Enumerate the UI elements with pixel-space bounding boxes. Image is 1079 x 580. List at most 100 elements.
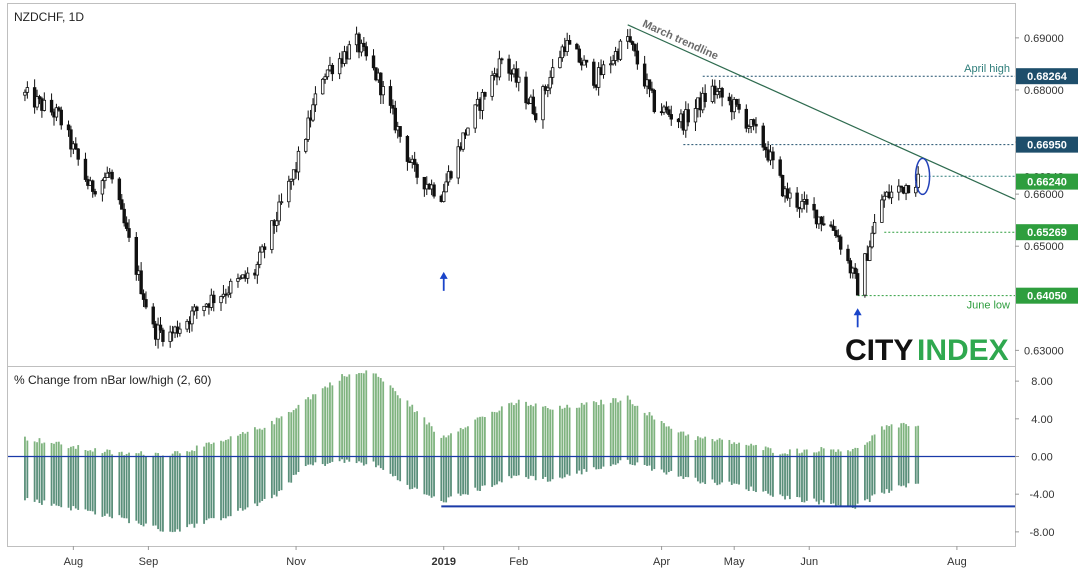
candle-body <box>449 171 453 179</box>
indicator-bar-negative <box>900 456 903 487</box>
candle-body <box>144 299 148 308</box>
indicator-bar-negative <box>745 456 748 490</box>
indicator-bar-positive <box>91 451 94 457</box>
indicator-bar-positive <box>694 440 697 457</box>
indicator-bar-negative <box>677 456 680 477</box>
indicator-bar-positive <box>851 448 854 457</box>
indicator-bar-positive <box>224 439 227 457</box>
indicator-bar-negative <box>890 456 893 491</box>
indicator-bar-negative <box>394 456 397 476</box>
indicator-bar-negative <box>389 456 392 474</box>
indicator-bar-positive <box>864 444 866 457</box>
indicator-bar-positive <box>408 406 411 457</box>
candle-body <box>829 224 833 227</box>
indicator-bar-negative <box>270 456 273 499</box>
indicator-bar-negative <box>718 456 721 485</box>
candle-body <box>279 201 284 204</box>
indicator-bar-negative <box>578 456 581 471</box>
candle-body <box>432 184 436 197</box>
indicator-bar-positive <box>237 435 239 457</box>
indicator-bar-negative <box>258 456 261 503</box>
candle-body <box>853 267 857 274</box>
indicator-bar-negative <box>462 456 464 495</box>
indicator-bar-negative <box>241 456 244 511</box>
indicator-bar-positive <box>365 370 368 457</box>
indicator-bar-positive <box>338 380 341 457</box>
level-tag-box <box>1016 287 1078 304</box>
indicator-bar-negative <box>738 456 740 485</box>
indicator-bar-positive <box>854 447 857 457</box>
indicator-bar-negative <box>372 456 375 462</box>
indicator-bar-positive <box>779 454 782 457</box>
indicator-bar-positive <box>462 429 464 457</box>
indicator-bar-positive <box>195 445 198 457</box>
candle-body <box>229 280 233 294</box>
date-tick-label: May <box>724 556 745 568</box>
indicator-bar-positive <box>653 419 656 457</box>
indicator-bar-positive <box>617 402 619 457</box>
indicator-bar-negative <box>769 456 772 496</box>
indicator-bar-negative <box>222 456 225 519</box>
candle-body <box>497 58 502 78</box>
indicator-bar-negative <box>820 456 823 501</box>
indicator-bar-positive <box>84 449 87 457</box>
indicator-bar-positive <box>53 443 55 457</box>
indicator-bar-negative <box>348 456 351 462</box>
indicator-bar-negative <box>108 456 111 517</box>
candle-body <box>456 146 460 179</box>
candle-body <box>812 203 816 211</box>
candle-body <box>120 199 124 210</box>
indicator-bar-positive <box>77 445 80 457</box>
indicator-bar-positive <box>718 438 721 457</box>
candle-body <box>609 63 613 66</box>
level-tag-box <box>1016 68 1078 85</box>
indicator-bar-positive <box>866 442 869 457</box>
candle-body <box>23 91 27 96</box>
indicator-bar-negative <box>680 456 682 477</box>
indicator-bar-positive <box>256 429 259 457</box>
indicator-bar-positive <box>815 452 818 457</box>
candle-body <box>763 146 768 151</box>
candle-body <box>238 277 243 280</box>
indicator-bar-positive <box>396 395 399 457</box>
indicator-bar-negative <box>193 456 196 528</box>
indicator-bar-positive <box>38 438 41 457</box>
indicator-bar-positive <box>578 407 581 457</box>
indicator-bar-positive <box>278 418 281 457</box>
candle-body <box>461 132 465 150</box>
candle-body <box>822 223 826 226</box>
indicator-bar-positive <box>273 424 276 457</box>
indicator-bar-negative <box>834 456 837 506</box>
indicator-bar-negative <box>171 456 174 533</box>
indicator-bar-negative <box>297 456 300 473</box>
candle-body <box>558 57 562 69</box>
indicator-bar-positive <box>549 409 552 457</box>
indicator-bar-negative <box>382 456 385 470</box>
indicator-bar-positive <box>94 448 97 457</box>
indicator-bar-negative <box>917 456 920 484</box>
price-tick-label: 0.63000 <box>1024 345 1064 357</box>
indicator-bar-positive <box>128 452 130 457</box>
indicator-bar-positive <box>191 450 193 457</box>
indicator-bar-positive <box>24 436 26 457</box>
indicator-bar-negative <box>278 456 281 492</box>
indicator-bar-negative <box>856 456 859 504</box>
indicator-bar-positive <box>711 438 714 457</box>
candle-body <box>889 191 894 199</box>
indicator-bar-positive <box>157 453 159 457</box>
indicator-bar-negative <box>94 456 97 515</box>
indicator-bar-positive <box>699 437 702 457</box>
indicator-bar-negative <box>617 456 619 464</box>
indicator-bar-negative <box>897 456 900 486</box>
indicator-bar-positive <box>135 453 138 457</box>
candle-body <box>110 171 114 180</box>
indicator-bar-negative <box>634 456 636 466</box>
indicator-bar-negative <box>716 456 719 486</box>
candle-body <box>362 42 366 48</box>
candle-body <box>880 199 884 223</box>
indicator-bar-positive <box>178 453 181 457</box>
indicator-bar-positive <box>905 424 907 457</box>
date-tick-label: Feb <box>509 556 528 568</box>
indicator-bar-negative <box>106 456 109 514</box>
indicator-bar-positive <box>171 453 174 457</box>
